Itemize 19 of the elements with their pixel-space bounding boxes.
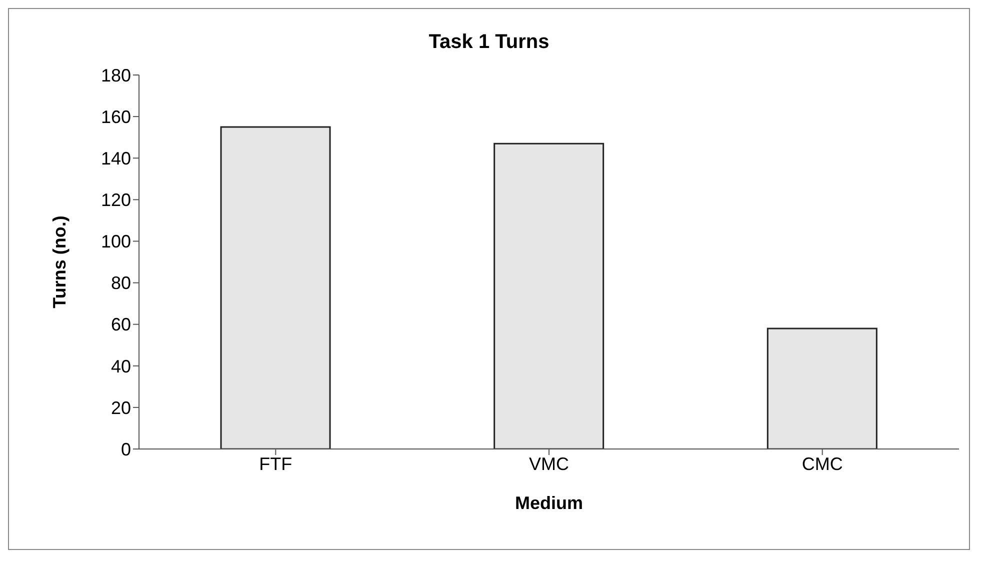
x-tick-label: VMC (529, 454, 569, 474)
y-tick-label: 0 (120, 439, 131, 460)
bar (494, 142, 604, 449)
y-tick-label: 20 (110, 398, 131, 418)
y-axis-title: Turns (no.) (49, 216, 70, 308)
chart-title: Task 1 Turns (428, 31, 550, 54)
bar (766, 328, 878, 449)
y-tick-label: 180 (100, 65, 131, 86)
y-tick-label: 120 (100, 190, 131, 210)
y-tick-label: 40 (110, 356, 131, 376)
x-axis-title: Medium (514, 493, 584, 513)
y-tick-label: 160 (100, 106, 131, 127)
y-tick-label: 60 (110, 314, 131, 335)
y-tick-label: 80 (110, 273, 131, 294)
x-tick-label: CMC (802, 454, 843, 474)
bar (220, 126, 331, 449)
x-tick-label: FTF (259, 454, 292, 474)
y-tick-label: 100 (100, 232, 131, 252)
y-tick-label: 140 (100, 148, 131, 168)
